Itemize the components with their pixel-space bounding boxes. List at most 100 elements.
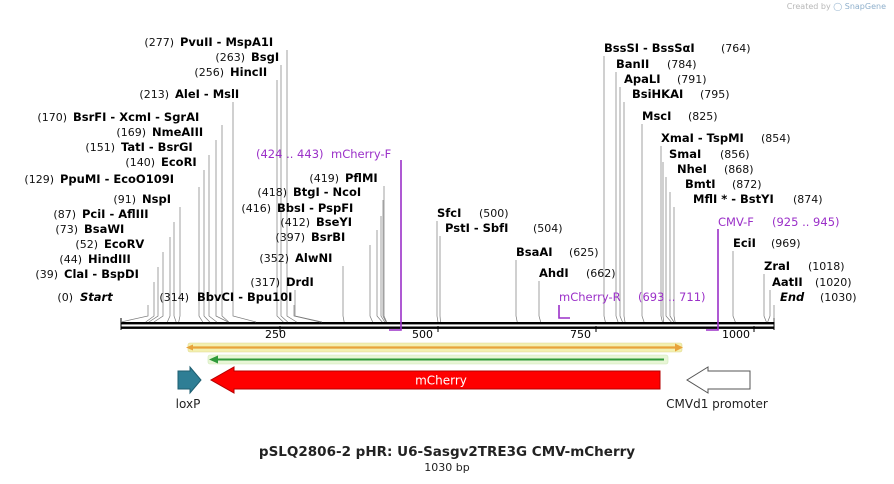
restriction-sites: Start(0)ClaI - BspDI(39)HindIII(44)EcoRV… bbox=[24, 35, 857, 323]
feature-cmvd1-promoter[interactable]: CMVd1 promoter bbox=[666, 366, 768, 411]
restriction-site[interactable]: BtgI - NcoI (418) bbox=[257, 185, 387, 323]
restriction-site[interactable]: BbsI - PspFI (416) bbox=[241, 201, 386, 323]
restriction-site[interactable]: SmaI (856) bbox=[662, 147, 750, 323]
restriction-site[interactable]: DrdI (317) bbox=[250, 275, 323, 323]
ruler-tick-label: 750 bbox=[570, 328, 591, 341]
feature-label: loxP bbox=[176, 397, 201, 411]
enzyme-name: PvuII - MspA1I bbox=[180, 35, 273, 49]
restriction-site[interactable]: BanII (784) bbox=[615, 57, 697, 323]
enzyme-name: EcoRV bbox=[104, 237, 144, 251]
restriction-site[interactable]: NmeAIII (169) bbox=[116, 125, 229, 323]
feature-mcherry[interactable]: mCherry bbox=[209, 366, 661, 394]
site-leader-line bbox=[660, 146, 663, 323]
restriction-site[interactable]: ClaI - BspDI (39) bbox=[35, 267, 155, 323]
enzyme-name: XmaI - TspMI bbox=[661, 131, 744, 145]
enzyme-position: (91) bbox=[113, 193, 136, 206]
primer-cmv-f[interactable]: CMV-F (925 .. 945) bbox=[706, 215, 840, 331]
site-leader-line bbox=[603, 56, 606, 323]
site-leader-line bbox=[619, 87, 623, 323]
restriction-site[interactable]: PflMI (419) bbox=[309, 171, 387, 323]
feature-loxp[interactable]: loxP bbox=[176, 365, 202, 411]
map-title: pSLQ2806-2 pHR: U6-Sasgv2TRE3G CMV-mCher… bbox=[258, 444, 636, 460]
sequence-length: 1030 bp bbox=[424, 461, 470, 474]
restriction-site[interactable]: End (1030) bbox=[773, 290, 857, 322]
enzyme-position: (868) bbox=[724, 163, 754, 176]
restriction-site[interactable]: PstI - SbfI (504) bbox=[439, 221, 563, 323]
restriction-site[interactable]: HincII (256) bbox=[194, 65, 284, 323]
restriction-site[interactable]: ApaLI (791) bbox=[619, 72, 707, 323]
restriction-site[interactable]: BseYI (412) bbox=[280, 215, 383, 323]
enzyme-name: MscI bbox=[642, 109, 671, 123]
restriction-site[interactable]: EcoRV (52) bbox=[75, 237, 164, 323]
restriction-site[interactable]: BmtI (872) bbox=[669, 177, 762, 323]
site-leader-line bbox=[383, 186, 387, 323]
ruler-tick-label: 1000 bbox=[722, 328, 750, 341]
credit-prefix: Created by bbox=[786, 2, 831, 11]
enzyme-position: (44) bbox=[59, 253, 82, 266]
site-leader-line bbox=[662, 162, 665, 323]
enzyme-name: BsrFI - XcmI - SgrAI bbox=[73, 110, 199, 124]
site-leader-line bbox=[342, 266, 345, 323]
restriction-site[interactable]: EciI (969) bbox=[732, 236, 801, 323]
restriction-site[interactable]: MflI * - BstYI (874) bbox=[673, 192, 823, 323]
enzyme-name: BsaWI bbox=[84, 222, 124, 236]
site-leader-line bbox=[376, 230, 383, 323]
enzyme-name: SfcI bbox=[437, 206, 461, 220]
primer-name: mCherry-R bbox=[559, 290, 621, 304]
restriction-site[interactable]: AleI - MslI (213) bbox=[139, 87, 257, 323]
site-leader-line bbox=[669, 192, 675, 323]
restriction-site[interactable]: PpuMI - EcoO109I (129) bbox=[24, 172, 204, 323]
enzyme-name: NheI bbox=[677, 162, 707, 176]
restriction-site[interactable]: PciI - AflIII (87) bbox=[53, 207, 177, 323]
restriction-site[interactable]: BsrBI (397) bbox=[275, 230, 374, 323]
restriction-site[interactable]: BsgI (263) bbox=[215, 50, 288, 323]
site-leader-line bbox=[173, 222, 177, 323]
site-leader-line bbox=[280, 65, 288, 323]
ruler-tick-250: 250 bbox=[265, 326, 286, 341]
site-leader-line bbox=[436, 221, 439, 323]
snapgene-logo: ◯ SnapGene bbox=[833, 2, 886, 11]
restriction-site[interactable]: BssSI - BssSαI (764) bbox=[603, 41, 751, 323]
orf-tracks bbox=[186, 342, 683, 365]
restriction-site[interactable]: ZraI (1018) bbox=[763, 259, 845, 323]
site-leader-line bbox=[515, 260, 518, 323]
enzyme-position: (1030) bbox=[820, 291, 857, 304]
restriction-site[interactable]: Start (0) bbox=[57, 290, 149, 323]
restriction-site[interactable]: BsrFI - XcmI - SgrAI (170) bbox=[37, 110, 230, 323]
enzyme-name: ZraI bbox=[764, 259, 790, 273]
site-leader-line bbox=[615, 72, 619, 323]
restriction-site[interactable]: TatI - BsrGI (151) bbox=[85, 140, 217, 323]
restriction-site[interactable]: SfcI (500) bbox=[436, 206, 509, 323]
enzyme-name: PpuMI - EcoO109I bbox=[60, 172, 174, 186]
restriction-site[interactable]: AatII (1020) bbox=[767, 275, 852, 323]
enzyme-name: Start bbox=[80, 290, 113, 304]
site-leader-line bbox=[276, 80, 284, 323]
enzyme-position: (140) bbox=[125, 156, 155, 169]
restriction-site[interactable]: MscI (825) bbox=[641, 109, 718, 323]
site-leader-line bbox=[293, 305, 321, 323]
restriction-site[interactable]: AhdI (662) bbox=[538, 266, 616, 323]
restriction-site[interactable]: XmaI - TspMI (854) bbox=[660, 131, 791, 323]
enzyme-name: BanII bbox=[616, 57, 649, 71]
restriction-site[interactable]: AlwNI (352) bbox=[259, 251, 345, 323]
site-leader-line bbox=[673, 207, 676, 323]
primer-mcherry-r[interactable]: mCherry-R (693 .. 711) bbox=[558, 290, 706, 319]
restriction-site[interactable]: BsiHKAI (795) bbox=[623, 87, 730, 323]
restriction-site[interactable]: BsaAI (625) bbox=[515, 245, 599, 323]
site-leader-line bbox=[380, 216, 386, 323]
site-leader-line bbox=[286, 50, 297, 323]
restriction-site[interactable]: PvuII - MspA1I (277) bbox=[144, 35, 297, 323]
restriction-site[interactable]: BsaWI (73) bbox=[55, 222, 171, 323]
enzyme-position: (1018) bbox=[808, 260, 845, 273]
primer-mcherry-f[interactable]: (424 .. 443) mCherry-F bbox=[256, 147, 402, 331]
ruler-tick-1000: 1000 bbox=[722, 326, 755, 341]
restriction-site[interactable]: EcoRI (140) bbox=[125, 155, 211, 323]
restriction-site[interactable]: NheI (868) bbox=[665, 162, 754, 323]
enzyme-position: (256) bbox=[194, 66, 224, 79]
restriction-site[interactable]: HindIII (44) bbox=[59, 252, 159, 323]
enzyme-position: (795) bbox=[700, 88, 730, 101]
enzyme-name: HincII bbox=[230, 65, 267, 79]
restriction-site[interactable]: NspI (91) bbox=[113, 192, 181, 323]
primer-name: CMV-F bbox=[718, 215, 754, 229]
restriction-site[interactable]: BbvCI - Bpu10I (314) bbox=[159, 290, 321, 323]
